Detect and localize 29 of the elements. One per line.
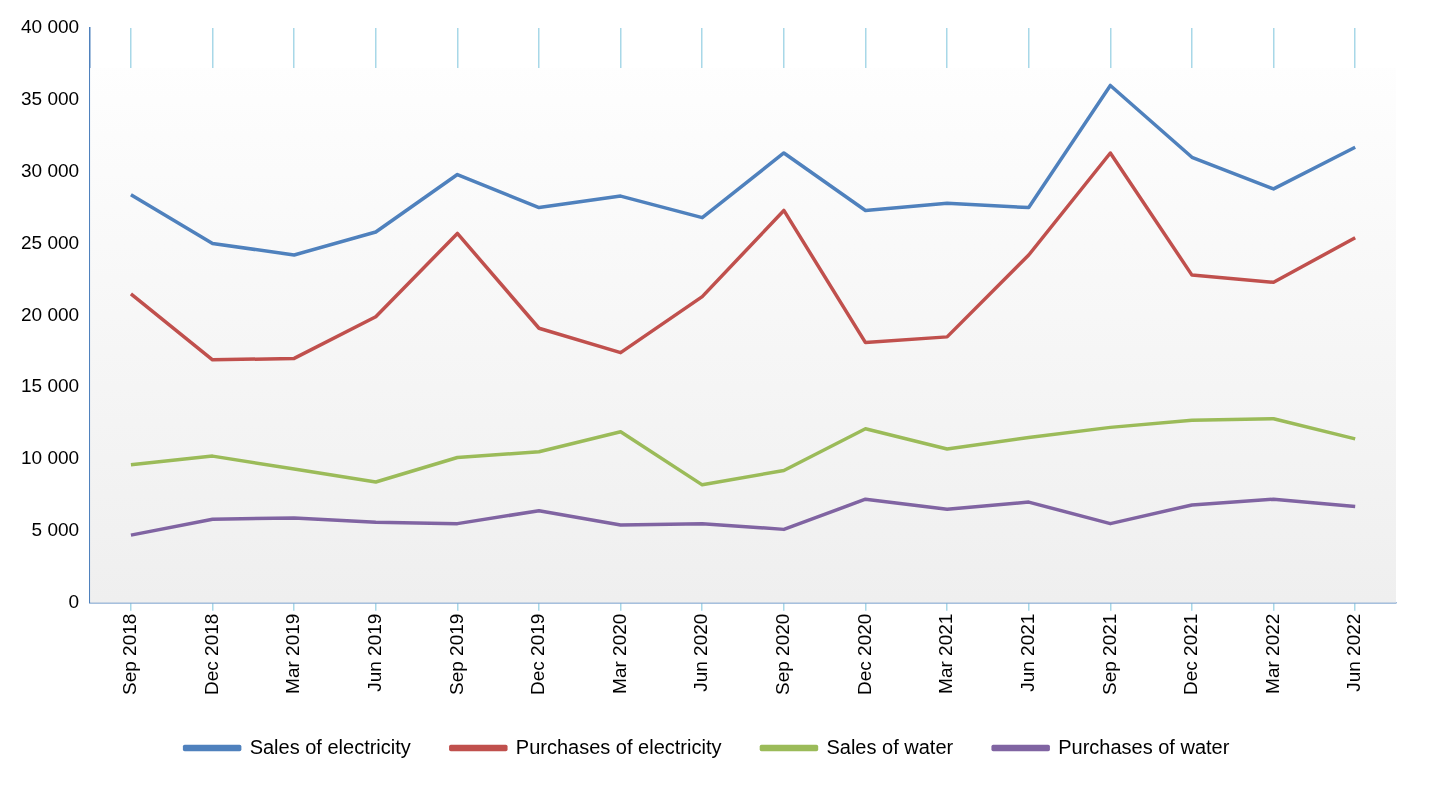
legend-label: Sales of electricity (249, 735, 411, 758)
x-tick-label: Sep 2019 (445, 613, 467, 696)
x-tick-label: Jun 2020 (690, 613, 712, 692)
x-tick-label: Jun 2019 (364, 613, 386, 692)
x-tick-label: Mar 2021 (935, 613, 957, 694)
x-tick-label: Sep 2020 (772, 613, 794, 696)
y-tick-label: 10 000 (20, 447, 80, 469)
y-tick-label: 35 000 (20, 88, 80, 110)
x-tick-label: Dec 2021 (1180, 613, 1202, 695)
y-tick-label: 25 000 (20, 231, 80, 253)
x-tick-label: Mar 2019 (282, 613, 304, 694)
x-tick-label: Dec 2019 (527, 613, 549, 695)
x-tick-label: Jun 2021 (1016, 613, 1038, 692)
x-tick-label: Sep 2018 (119, 613, 141, 696)
x-tick-label: Dec 2018 (200, 613, 222, 695)
x-tick-label: Jun 2022 (1343, 613, 1365, 692)
x-tick-label: Sep 2021 (1098, 613, 1120, 696)
y-tick-label: 5 000 (31, 519, 80, 541)
y-tick-label: 0 (68, 590, 80, 612)
y-tick-label: 30 000 (20, 159, 80, 181)
x-tick-label: Mar 2022 (1261, 613, 1283, 694)
x-tick-label: Dec 2020 (853, 613, 875, 695)
y-tick-label: 20 000 (20, 303, 80, 325)
y-tick-label: 40 000 (20, 16, 80, 38)
legend-label: Purchases of water (1058, 735, 1230, 758)
y-tick-label: 15 000 (20, 375, 80, 397)
legend-label: Purchases of electricity (515, 735, 722, 758)
x-tick-label: Mar 2020 (608, 613, 630, 694)
legend-label: Sales of water (826, 735, 954, 758)
